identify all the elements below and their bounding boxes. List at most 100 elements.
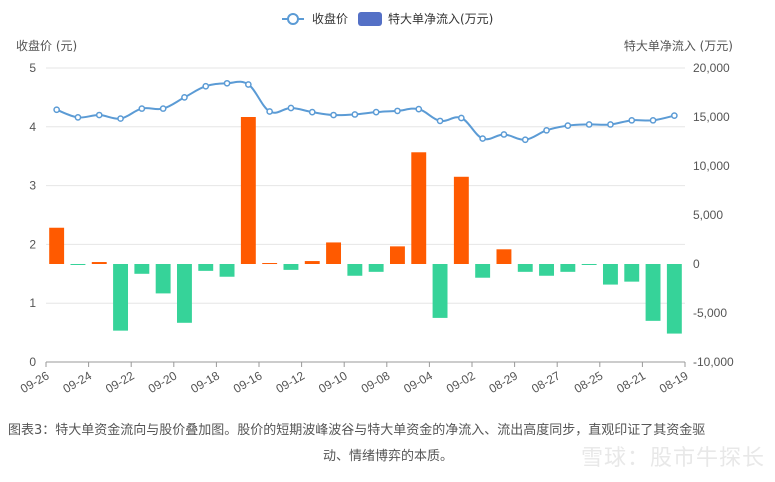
- inflow-bar: [262, 263, 278, 265]
- y-right-tick-label: -10,000: [693, 355, 734, 369]
- price-point: [585, 121, 593, 128]
- inflow-bar: [411, 152, 427, 264]
- price-point: [543, 126, 550, 134]
- y-right-tick-label: 20,000: [693, 61, 730, 75]
- price-point: [266, 108, 273, 115]
- figure-caption: 图表3：特大单资金流向与股价叠加图。股价的短期波峰波谷与特大单资金的净流入、流出…: [8, 418, 768, 470]
- inflow-bar: [368, 264, 384, 272]
- inflow-bar: [326, 242, 342, 264]
- x-tick-label: 08-21: [614, 368, 648, 396]
- x-tick-label: 08-25: [572, 368, 606, 396]
- inflow-bar: [496, 249, 512, 264]
- inflow-bar: [389, 246, 405, 264]
- inflow-bar: [560, 264, 576, 272]
- inflow-bar: [70, 264, 86, 265]
- price-point: [138, 105, 146, 112]
- price-point: [649, 116, 657, 124]
- y-right-tick-label: 5,000: [693, 208, 723, 222]
- y-right-tick-label: 0: [693, 257, 700, 271]
- y-right-tick-label: 10,000: [693, 159, 730, 173]
- price-point: [671, 112, 678, 119]
- price-point: [415, 105, 423, 113]
- inflow-bar: [134, 264, 150, 274]
- price-point: [394, 107, 401, 115]
- x-tick-label: 09-08: [359, 368, 393, 396]
- y-right-axis-title: 特大单净流入 (万元): [624, 38, 733, 53]
- inflow-bar: [198, 264, 214, 271]
- inflow-bar: [432, 264, 448, 318]
- price-point: [372, 108, 380, 116]
- x-tick-label: 08-29: [487, 368, 521, 396]
- price-point: [53, 106, 61, 114]
- x-tick-label: 09-10: [316, 368, 350, 396]
- price-point: [159, 105, 167, 112]
- x-tick-label: 09-12: [274, 368, 308, 396]
- y-left-tick-label: 2: [29, 237, 36, 251]
- price-point: [74, 114, 82, 121]
- y-right-tick-label: 15,000: [693, 110, 730, 124]
- price-point: [458, 114, 465, 122]
- inflow-bar: [91, 262, 107, 264]
- inflow-bar: [453, 176, 469, 264]
- price-point: [117, 115, 124, 122]
- y-right-tick-label: -5,000: [693, 306, 727, 320]
- y-left-tick-label: 4: [29, 120, 36, 134]
- price-point: [330, 111, 337, 119]
- legend-bar-swatch: [358, 12, 382, 26]
- inflow-bar: [539, 264, 555, 276]
- inflow-bar: [49, 227, 65, 264]
- price-point: [479, 135, 486, 142]
- price-point: [181, 94, 188, 101]
- price-point: [287, 104, 295, 112]
- inflow-bar: [176, 264, 192, 323]
- x-tick-label: 09-18: [188, 368, 222, 396]
- x-tick-label: 08-19: [657, 368, 691, 396]
- y-left-tick-label: 1: [29, 296, 36, 310]
- x-tick-label: 09-02: [444, 368, 478, 396]
- inflow-bar: [666, 264, 682, 334]
- watermark: 雪球：股市牛探长: [580, 446, 765, 471]
- price-point: [564, 122, 572, 129]
- legend-line-marker: [287, 13, 299, 25]
- price-point: [607, 121, 614, 128]
- inflow-bar: [624, 264, 640, 282]
- x-tick-label: 09-22: [103, 368, 137, 396]
- x-tick-label: 08-27: [529, 368, 563, 396]
- caption-line-2: 动、情绪博弈的本质。: [322, 449, 453, 464]
- y-left-tick-label: 0: [29, 355, 36, 369]
- y-left-axis-title: 收盘价 (元): [16, 38, 77, 53]
- legend-label: 特大单净流入(万元): [388, 11, 493, 26]
- inflow-bar: [113, 264, 129, 331]
- legend-label: 收盘价: [312, 11, 348, 26]
- inflow-bar: [240, 117, 256, 264]
- y-left-tick-label: 3: [29, 179, 36, 193]
- price-point: [628, 116, 636, 124]
- inflow-bar: [602, 264, 618, 285]
- inflow-bar: [283, 264, 299, 270]
- x-tick-label: 09-24: [61, 368, 95, 396]
- price-point: [500, 131, 508, 138]
- price-point: [436, 117, 444, 125]
- x-tick-label: 09-26: [18, 368, 52, 396]
- inflow-bar: [155, 264, 171, 294]
- price-point: [351, 111, 359, 118]
- price-line: [56, 80, 675, 141]
- price-point: [521, 136, 529, 144]
- inflow-bar: [517, 264, 533, 272]
- inflow-bar: [645, 264, 661, 321]
- price-point: [308, 108, 316, 116]
- inflow-bar: [581, 264, 597, 265]
- caption-line-1: 图表3：特大单资金流向与股价叠加图。股价的短期波峰波谷与特大单资金的净流入、流出…: [8, 423, 706, 438]
- x-tick-label: 09-20: [146, 368, 180, 396]
- chart-area: 0 1 2 3 4 5 -10,000 -5,000 0 5,000 10,000 15,000 20,…: [16, 11, 734, 396]
- x-tick-label: 09-04: [401, 368, 435, 396]
- y-left-tick-label: 5: [29, 61, 36, 75]
- inflow-bar: [347, 264, 363, 276]
- inflow-bar: [219, 264, 235, 277]
- inflow-bar: [304, 261, 320, 264]
- combo-chart: 0 1 2 3 4 5 -10,000 -5,000 0 5,000 10,000 15,000 20,…: [16, 11, 734, 396]
- x-tick-label: 09-16: [231, 368, 265, 396]
- price-point: [95, 111, 103, 119]
- price-point: [245, 81, 252, 88]
- inflow-bar: [475, 264, 491, 278]
